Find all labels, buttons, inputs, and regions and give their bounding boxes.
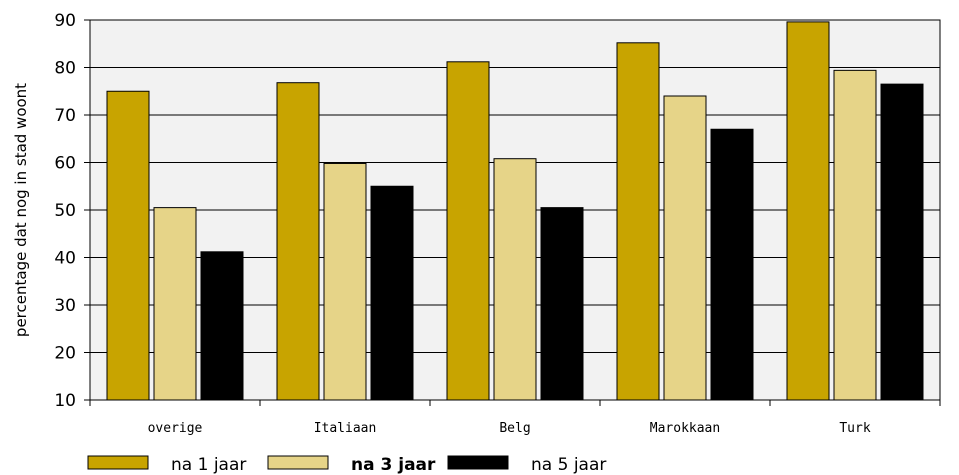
y-axis-title: percentage dat nog in stad woont: [12, 83, 30, 337]
x-tick-label: Turk: [839, 421, 870, 436]
y-tick-label: 30: [54, 296, 76, 316]
bar-belg-1: [446, 61, 490, 401]
x-tick-label: Belg: [499, 421, 530, 436]
bar-overige-2: [153, 207, 197, 401]
legend-swatch: [267, 455, 329, 470]
bar-overige-1: [106, 90, 150, 401]
y-tick-label: 50: [54, 201, 76, 221]
legend-label: na 5 jaar: [531, 455, 606, 475]
y-tick-label: 80: [54, 59, 76, 79]
y-tick-label: 40: [54, 249, 76, 269]
bar-turk-2: [833, 69, 877, 401]
x-tick-labels: overige Italiaan Belg Marokkaan Turk: [148, 421, 871, 436]
legend-swatch: [447, 455, 509, 470]
legend-label: na 1 jaar: [171, 455, 246, 475]
y-tick-label: 20: [54, 344, 76, 364]
bar-turk-3: [880, 83, 924, 401]
plot-border: [89, 19, 941, 401]
bar-turk-1: [786, 21, 830, 401]
bar-italiaan-2: [323, 162, 367, 401]
x-tick-label: Italiaan: [314, 421, 377, 436]
y-tick-labels: 10 20 30 40 50 60 70 80 90: [54, 11, 76, 411]
axes: [89, 19, 941, 406]
bar-belg-3: [540, 207, 584, 401]
legend-swatch: [87, 455, 149, 470]
bar-marokkaan-2: [663, 95, 707, 401]
bar-overige-3: [200, 251, 244, 401]
bar-marokkaan-1: [616, 42, 660, 401]
bars: [106, 21, 924, 401]
legend: na 1 jaar na 3 jaar na 5 jaar: [87, 455, 606, 475]
y-tick-label: 60: [54, 154, 76, 174]
y-tick-label: 90: [54, 11, 76, 31]
x-tick-label: overige: [148, 421, 203, 436]
y-tick-label: 70: [54, 106, 76, 126]
x-tick-label: Marokkaan: [650, 421, 720, 436]
bar-italiaan-3: [370, 185, 414, 401]
bar-italiaan-1: [276, 82, 320, 401]
bar-belg-2: [493, 158, 537, 401]
legend-label: na 3 jaar: [351, 455, 436, 475]
y-tick-label: 10: [54, 391, 76, 411]
bar-marokkaan-3: [710, 128, 754, 401]
